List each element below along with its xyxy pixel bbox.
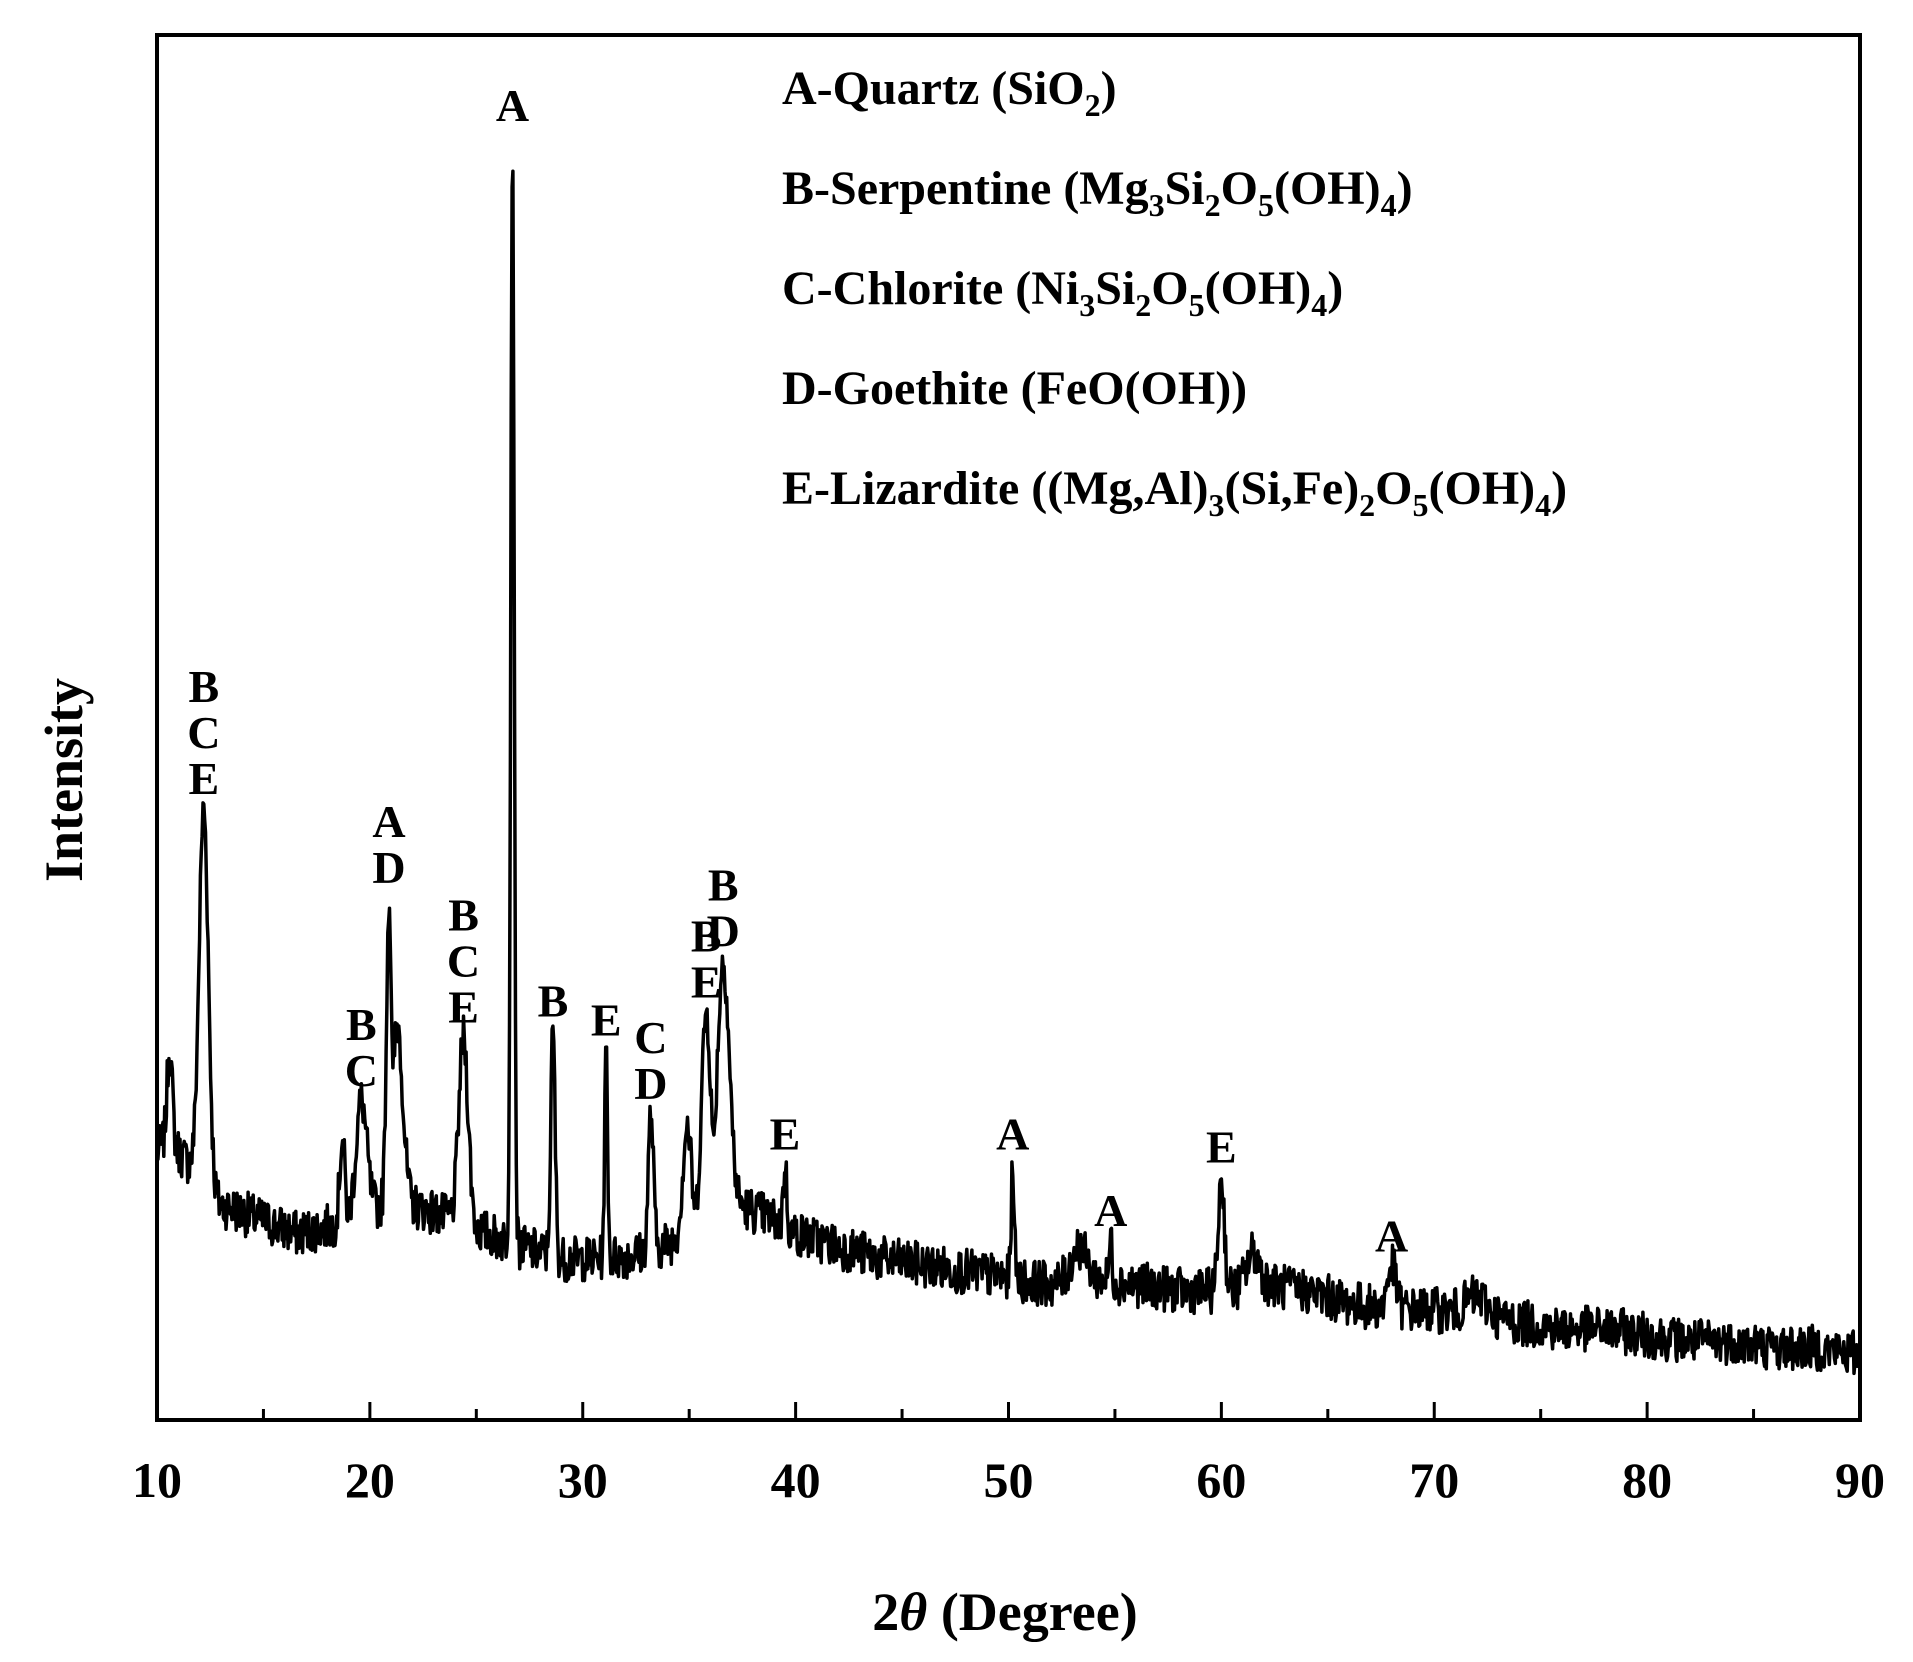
x-tick-label: 30 <box>558 1452 608 1508</box>
x-axis-label: 2θ (Degree) <box>872 1582 1137 1642</box>
x-tick-label: 20 <box>345 1452 395 1508</box>
x-axis-tick-labels: 10 20 30 40 50 60 70 80 90 <box>132 1452 1885 1508</box>
xrd-pattern-line <box>155 169 1862 1376</box>
peak-label: E <box>591 994 622 1045</box>
peak-label: E <box>1206 1121 1237 1172</box>
x-tick-label: 40 <box>771 1452 821 1508</box>
peak-label: E <box>770 1109 801 1160</box>
x-axis-label-suffix: (Degree) <box>927 1582 1137 1642</box>
x-tick-label: 10 <box>132 1452 182 1508</box>
x-tick-label: 50 <box>984 1452 1034 1508</box>
peak-label: B <box>538 975 569 1026</box>
legend-entry: A-Quartz (SiO2) <box>782 62 1117 123</box>
legend-entry: B-Serpentine (Mg3Si2O5(OH)4) <box>782 162 1413 223</box>
x-axis-ticks <box>155 1402 1862 1420</box>
legend-entry: D-Goethite (FeO(OH)) <box>782 362 1247 415</box>
peak-label: A <box>996 1109 1029 1160</box>
legend-entry: E-Lizardite ((Mg,Al)3(Si,Fe)2O5(OH)4) <box>782 462 1567 523</box>
x-axis-label-prefix: 2 <box>872 1582 899 1642</box>
peak-label: A <box>1094 1185 1127 1236</box>
y-axis-label: Intensity <box>34 678 94 882</box>
legend: A-Quartz (SiO2) B-Serpentine (Mg3Si2O5(OH… <box>782 62 1567 523</box>
legend-entry: C-Chlorite (Ni3Si2O5(OH)4) <box>782 262 1343 323</box>
x-tick-label: 90 <box>1835 1452 1885 1508</box>
x-tick-label: 60 <box>1196 1452 1246 1508</box>
x-axis-label-symbol: θ <box>899 1582 927 1642</box>
x-tick-label: 70 <box>1409 1452 1459 1508</box>
plot-content <box>155 169 1862 1376</box>
peak-label: A <box>496 80 529 131</box>
peak-label: A <box>1375 1210 1408 1261</box>
x-tick-label: 80 <box>1622 1452 1672 1508</box>
